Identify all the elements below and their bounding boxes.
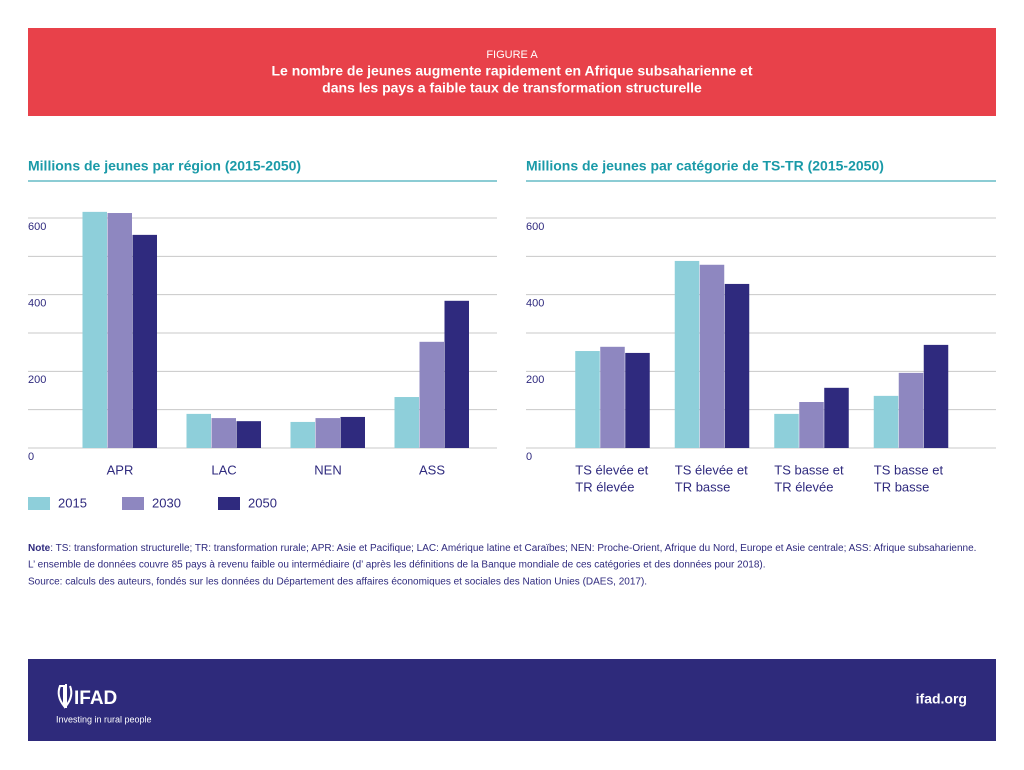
x-tick-label: TR basse: [874, 479, 930, 494]
logo-icon: [57, 684, 73, 709]
y-tick-label: 400: [28, 298, 46, 310]
legend-swatch: [122, 497, 144, 510]
bar: [699, 264, 725, 448]
header-banner: [28, 28, 996, 116]
y-tick-label: 600: [28, 221, 46, 233]
logo: IFAD: [74, 688, 117, 709]
footer: [28, 659, 996, 741]
bar: [575, 351, 600, 448]
bar: [419, 341, 444, 448]
y-tick-label: 400: [526, 298, 544, 310]
tagline: Investing in rural people: [56, 714, 152, 724]
bar: [107, 213, 132, 448]
x-tick-label: TS élevée et: [675, 462, 748, 477]
figure-title: Le nombre de jeunes augmente rapidement …: [271, 63, 752, 79]
bar: [625, 352, 650, 448]
bar: [82, 211, 107, 448]
bar: [674, 260, 700, 448]
bar: [724, 283, 750, 448]
figure-label: FIGURE A: [486, 49, 538, 61]
bar: [923, 344, 949, 448]
x-tick-label: TS élevée et: [575, 462, 648, 477]
legend-label: 2050: [248, 495, 277, 510]
bar: [394, 397, 419, 448]
bar: [799, 402, 824, 448]
note-text: : TS: transformation structurelle; TR: t…: [50, 543, 976, 554]
bar: [315, 418, 340, 448]
legend-swatch: [218, 497, 240, 510]
x-tick-label: ASS: [419, 462, 445, 477]
bar: [186, 413, 211, 448]
figure-title: dans les pays a faible taux de transform…: [322, 80, 702, 96]
y-tick-label: 0: [28, 451, 34, 463]
bar: [873, 395, 899, 448]
chart-title: Millions de jeunes par catégorie de TS-T…: [526, 158, 884, 174]
bar: [236, 421, 261, 448]
bar: [340, 416, 365, 448]
bar: [211, 418, 236, 448]
y-tick-label: 200: [526, 374, 544, 386]
x-tick-label: TS basse et: [874, 462, 944, 477]
note: Note: TS: transformation structurelle; T…: [28, 543, 976, 554]
y-tick-label: 200: [28, 374, 46, 386]
x-tick-label: TR basse: [675, 479, 731, 494]
legend-label: 2015: [58, 495, 87, 510]
note-label: Note: [28, 543, 51, 554]
bar: [898, 372, 924, 448]
legend-swatch: [28, 497, 50, 510]
bar: [290, 421, 315, 448]
bar: [444, 300, 469, 448]
note: Source: calculs des auteurs, fondés sur …: [28, 577, 647, 588]
x-tick-label: LAC: [211, 462, 236, 477]
bar: [824, 387, 849, 448]
bar: [600, 346, 625, 448]
bar: [774, 413, 799, 448]
bar: [132, 234, 157, 448]
x-tick-label: APR: [107, 462, 134, 477]
y-tick-label: 600: [526, 221, 544, 233]
chart-title: Millions de jeunes par région (2015-2050…: [28, 158, 301, 174]
x-tick-label: NEN: [314, 462, 341, 477]
note: L’ ensemble de données couvre 85 pays à …: [28, 560, 766, 571]
y-tick-label: 0: [526, 451, 532, 463]
legend-label: 2030: [152, 495, 181, 510]
x-tick-label: TR élevée: [774, 479, 833, 494]
x-tick-label: TR élevée: [575, 479, 634, 494]
x-tick-label: TS basse et: [774, 462, 844, 477]
url[interactable]: ifad.org: [916, 691, 967, 707]
